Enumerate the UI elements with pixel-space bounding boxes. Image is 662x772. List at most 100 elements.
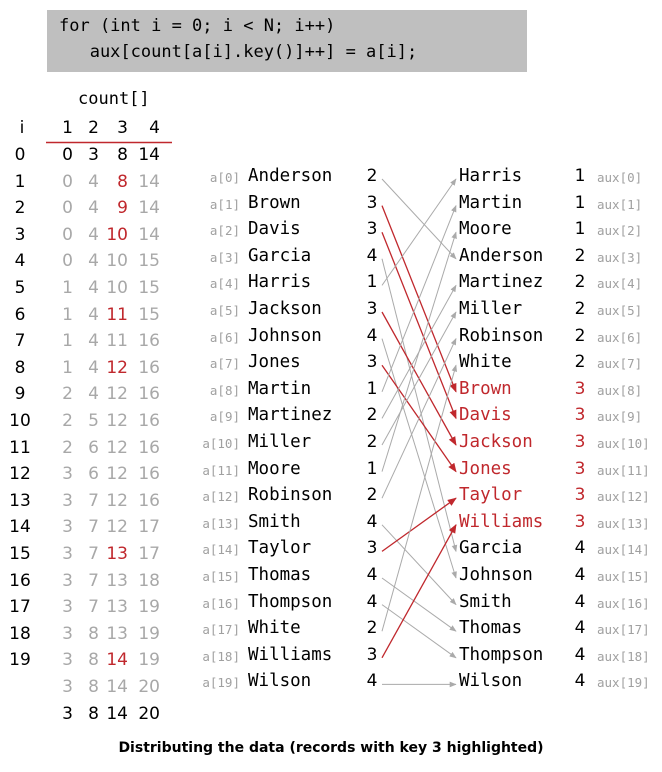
input-name: Robinson — [248, 485, 333, 506]
count-cell: 12 — [106, 384, 128, 405]
count-cell: 15 — [138, 251, 160, 272]
count-cell: 3 — [62, 544, 73, 564]
output-index-label: aux[19] — [597, 675, 650, 691]
count-cell: 19 — [138, 650, 160, 671]
count-title: count[] — [78, 89, 150, 109]
input-key: 3 — [366, 299, 378, 319]
output-index-label: aux[5] — [597, 303, 643, 318]
row-index: 5 — [14, 278, 26, 298]
count-cell: 6 — [88, 437, 99, 458]
input-key: 4 — [366, 245, 378, 266]
row-index: 12 — [9, 464, 31, 485]
output-key: 3 — [574, 485, 586, 506]
input-name: Taylor — [248, 538, 312, 559]
row-index: 7 — [14, 331, 26, 352]
code-line-1: for (int i = 0; i < N; i++) — [59, 16, 336, 36]
row-index: 6 — [14, 304, 26, 325]
input-key: 3 — [366, 352, 378, 373]
row-index: 8 — [14, 357, 26, 378]
input-index-label: a[16] — [202, 595, 240, 611]
count-cell: 7 — [88, 517, 99, 538]
input-name: Jackson — [248, 299, 322, 319]
input-name: Thomas — [248, 565, 312, 585]
count-cell: 2 — [62, 437, 73, 458]
output-name: Davis — [459, 405, 512, 426]
count-cell: 4 — [88, 251, 99, 272]
output-key: 3 — [574, 432, 586, 452]
input-name: Anderson — [248, 166, 333, 186]
count-cell: 0 — [62, 198, 73, 219]
row-index: 17 — [9, 597, 31, 618]
count-cell: 12 — [106, 490, 128, 511]
output-index-label: aux[10] — [597, 436, 650, 451]
row-index: 2 — [14, 198, 26, 219]
output-index-label: aux[8] — [597, 382, 643, 398]
input-index-label: a[2] — [209, 223, 240, 239]
arrow — [381, 311, 457, 446]
count-cell: 3 — [62, 464, 73, 485]
arrow-key3 — [381, 231, 457, 420]
count-cell: 4 — [88, 224, 99, 245]
count-cell: 14 — [138, 171, 160, 192]
output-key: 2 — [574, 299, 586, 319]
input-index-label: a[4] — [209, 276, 240, 292]
count-cell: 3 — [62, 597, 73, 618]
count-cell: 12 — [106, 411, 128, 431]
output-name: Thompson — [459, 644, 544, 665]
input-index-label: a[13] — [202, 515, 240, 531]
output-key: 1 — [574, 166, 586, 186]
input-index-label: a[11] — [202, 462, 240, 478]
arrow — [381, 604, 457, 659]
count-cell: 0 — [62, 145, 73, 165]
output-key: 4 — [574, 591, 586, 612]
row-index: 18 — [9, 623, 31, 644]
count-cell: 0 — [62, 171, 73, 192]
input-name: Martinez — [248, 405, 333, 426]
count-cell: 7 — [88, 490, 99, 511]
output-key: 2 — [574, 272, 586, 293]
output-key: 1 — [574, 192, 586, 213]
arrow-key3 — [381, 524, 457, 659]
output-name: Anderson — [459, 245, 544, 266]
output-name: Johnson — [459, 565, 533, 585]
input-key: 4 — [366, 325, 378, 346]
input-name: Williams — [248, 644, 333, 665]
count-cell: 16 — [138, 357, 160, 378]
row-index: 14 — [9, 517, 31, 538]
count-cell: 18 — [138, 570, 160, 591]
input-index-label: a[17] — [202, 622, 240, 638]
count-cell: 14 — [106, 677, 128, 697]
count-cell: 14 — [138, 224, 160, 245]
count-col-header: 1 — [62, 118, 73, 138]
output-name: Martin — [459, 192, 523, 213]
count-cell: 12 — [106, 437, 128, 458]
output-index-label: aux[17] — [597, 622, 650, 638]
input-key: 2 — [366, 485, 378, 506]
output-index-label: aux[16] — [597, 595, 650, 611]
input-index-label: a[7] — [209, 356, 240, 372]
input-index-label: a[12] — [202, 489, 240, 505]
count-cell: 17 — [138, 517, 160, 538]
row-index: 19 — [9, 650, 31, 671]
count-cell: 16 — [138, 437, 160, 458]
count-cell: 11 — [106, 331, 128, 352]
arrow — [381, 178, 457, 286]
input-name: Wilson — [248, 671, 312, 692]
row-index: 11 — [9, 437, 31, 458]
row-index: 16 — [9, 570, 31, 591]
output-key: 4 — [574, 644, 586, 665]
count-cell: 16 — [138, 490, 160, 511]
output-index-label: aux[12] — [597, 489, 650, 505]
count-cell: 4 — [88, 304, 99, 325]
output-index-label: aux[2] — [597, 223, 643, 239]
output-key: 3 — [574, 405, 586, 426]
arrow — [381, 231, 457, 472]
count-cell: 7 — [88, 544, 99, 564]
count-cell: 10 — [106, 224, 128, 245]
output-index-label: aux[3] — [597, 249, 643, 265]
count-cell: 0 — [62, 251, 73, 272]
output-name: Brown — [459, 378, 512, 399]
input-key: 4 — [366, 511, 378, 532]
row-index: 10 — [9, 411, 31, 431]
